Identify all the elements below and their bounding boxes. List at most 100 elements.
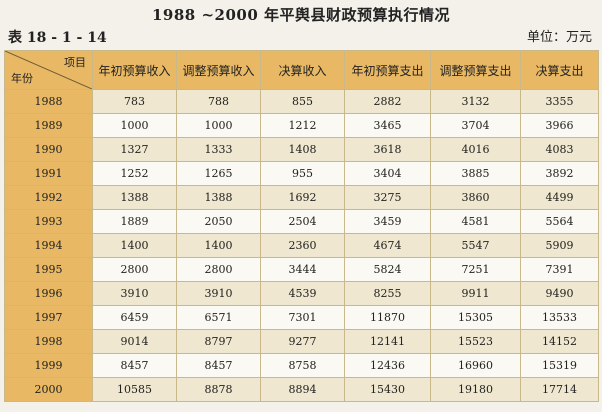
column-header: 调整预算收入 — [176, 50, 261, 90]
value-cell: 1333 — [176, 137, 261, 162]
budget-table: 项目 年份 年初预算收入 调整预算收入 决算收入 年初预算支出 调整预算支出 决… — [4, 50, 599, 402]
value-cell: 1400 — [92, 233, 177, 258]
value-cell: 4539 — [260, 281, 345, 306]
value-cell: 1252 — [92, 161, 177, 186]
column-header: 决算支出 — [520, 50, 599, 90]
unit-label: 单位：万元 — [526, 30, 592, 45]
value-cell: 15319 — [520, 353, 599, 378]
value-cell: 1000 — [176, 113, 261, 138]
year-cell: 1993 — [4, 209, 93, 234]
value-cell: 7301 — [260, 305, 345, 330]
column-header: 年初预算支出 — [344, 50, 431, 90]
table-row: 1994 1400 1400 2360 4674 5547 5909 — [4, 233, 599, 258]
corner-year-label: 年份 — [11, 72, 33, 85]
value-cell: 2360 — [260, 233, 345, 258]
value-cell: 2050 — [176, 209, 261, 234]
value-cell: 3966 — [520, 113, 599, 138]
value-cell: 17714 — [520, 377, 599, 402]
value-cell: 1692 — [260, 185, 345, 210]
table-number: 表 18 - 1 - 14 — [8, 30, 107, 46]
value-cell: 2504 — [260, 209, 345, 234]
value-cell: 5564 — [520, 209, 599, 234]
year-cell: 1999 — [4, 353, 93, 378]
value-cell: 2800 — [92, 257, 177, 282]
value-cell: 12141 — [344, 329, 431, 354]
value-cell: 1889 — [92, 209, 177, 234]
value-cell: 4581 — [430, 209, 521, 234]
table-row: 1989 1000 1000 1212 3465 3704 3966 — [4, 113, 599, 138]
table-body: 1988 783 788 855 2882 3132 3355 1989 1000 1000 121… — [4, 89, 599, 402]
value-cell: 9911 — [430, 281, 521, 306]
column-header: 调整预算支出 — [430, 50, 521, 90]
column-header: 年初预算收入 — [92, 50, 177, 90]
column-header: 决算收入 — [260, 50, 345, 90]
value-cell: 3404 — [344, 161, 431, 186]
value-cell: 2882 — [344, 89, 431, 114]
table-row: 1995 2800 2800 3444 5824 7251 7391 — [4, 257, 599, 282]
value-cell: 4083 — [520, 137, 599, 162]
value-cell: 4499 — [520, 185, 599, 210]
value-cell: 3355 — [520, 89, 599, 114]
value-cell: 3444 — [260, 257, 345, 282]
value-cell: 855 — [260, 89, 345, 114]
corner-header: 项目 年份 — [4, 50, 93, 90]
year-cell: 1990 — [4, 137, 93, 162]
value-cell: 3275 — [344, 185, 431, 210]
page-title: 1988 ~2000 年平舆县财政预算执行情况 — [151, 6, 450, 24]
value-cell: 1212 — [260, 113, 345, 138]
year-cell: 1998 — [4, 329, 93, 354]
year-cell: 1988 — [4, 89, 93, 114]
year-cell: 1995 — [4, 257, 93, 282]
table-row: 1992 1388 1388 1692 3275 3860 4499 — [4, 185, 599, 210]
diagonal-divider — [5, 51, 92, 89]
value-cell: 3465 — [344, 113, 431, 138]
table-row: 1990 1327 1333 1408 3618 4016 4083 — [4, 137, 599, 162]
value-cell: 3910 — [176, 281, 261, 306]
table-row: 1998 9014 8797 9277 12141 15523 14152 — [4, 329, 599, 354]
value-cell: 15305 — [430, 305, 521, 330]
value-cell: 19180 — [430, 377, 521, 402]
table-row: 1999 8457 8457 8758 12436 16960 15319 — [4, 353, 599, 378]
value-cell: 15430 — [344, 377, 431, 402]
value-cell: 3704 — [430, 113, 521, 138]
value-cell: 10585 — [92, 377, 177, 402]
value-cell: 4016 — [430, 137, 521, 162]
value-cell: 3885 — [430, 161, 521, 186]
value-cell: 7251 — [430, 257, 521, 282]
year-cell: 2000 — [4, 377, 93, 402]
value-cell: 4674 — [344, 233, 431, 258]
value-cell: 7391 — [520, 257, 599, 282]
value-cell: 11870 — [344, 305, 431, 330]
value-cell: 8894 — [260, 377, 345, 402]
year-cell: 1996 — [4, 281, 93, 306]
value-cell: 1388 — [92, 185, 177, 210]
value-cell: 1388 — [176, 185, 261, 210]
value-cell: 14152 — [520, 329, 599, 354]
value-cell: 8457 — [176, 353, 261, 378]
year-cell: 1991 — [4, 161, 93, 186]
table-row: 1988 783 788 855 2882 3132 3355 — [4, 89, 599, 114]
table-row: 1996 3910 3910 4539 8255 9911 9490 — [4, 281, 599, 306]
table-row: 1997 6459 6571 7301 11870 15305 13533 — [4, 305, 599, 330]
value-cell: 3132 — [430, 89, 521, 114]
table-row: 2000 10585 8878 8894 15430 19180 17714 — [4, 377, 599, 402]
year-cell: 1994 — [4, 233, 93, 258]
value-cell: 15523 — [430, 329, 521, 354]
value-cell: 8878 — [176, 377, 261, 402]
value-cell: 9014 — [92, 329, 177, 354]
table-row: 1993 1889 2050 2504 3459 4581 5564 — [4, 209, 599, 234]
value-cell: 9490 — [520, 281, 599, 306]
value-cell: 1400 — [176, 233, 261, 258]
value-cell: 1327 — [92, 137, 177, 162]
value-cell: 3892 — [520, 161, 599, 186]
value-cell: 2800 — [176, 257, 261, 282]
value-cell: 5547 — [430, 233, 521, 258]
value-cell: 12436 — [344, 353, 431, 378]
value-cell: 16960 — [430, 353, 521, 378]
value-cell: 8797 — [176, 329, 261, 354]
value-cell: 783 — [92, 89, 177, 114]
header-row: 项目 年份 年初预算收入 调整预算收入 决算收入 年初预算支出 调整预算支出 决… — [4, 50, 599, 90]
value-cell: 9277 — [260, 329, 345, 354]
value-cell: 8255 — [344, 281, 431, 306]
table-row: 1991 1252 1265 955 3404 3885 3892 — [4, 161, 599, 186]
